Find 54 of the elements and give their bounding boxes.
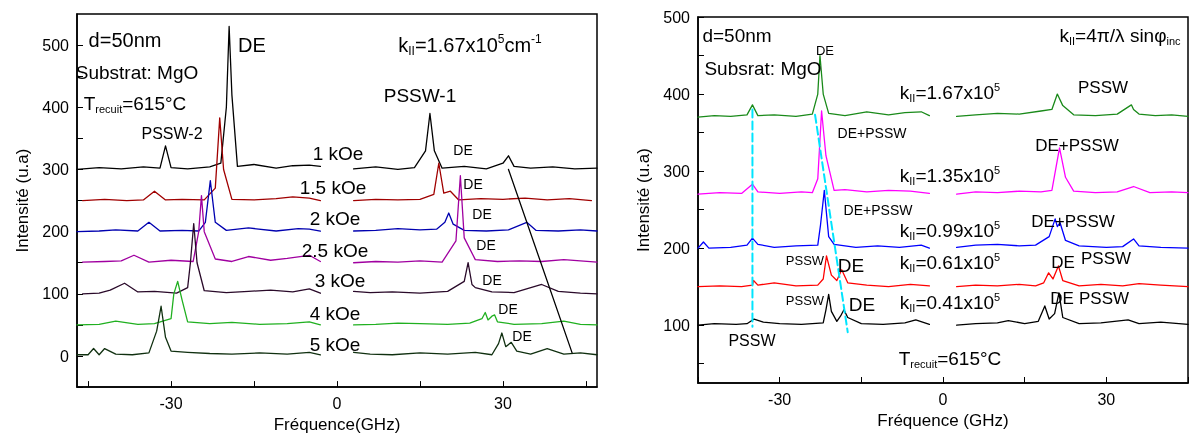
annotation: DE+PSSW	[1031, 211, 1115, 231]
x-tick-label: -30	[159, 394, 183, 412]
y-tick-label: 100	[663, 316, 691, 334]
annotation: PSSW	[1078, 288, 1130, 308]
x-tick-label: 30	[1097, 390, 1116, 408]
annotation: DE	[498, 301, 518, 317]
y-tick-label: 200	[42, 223, 70, 241]
annotation: PSSW-1	[383, 84, 457, 106]
annotation: DE+PSSW	[843, 202, 914, 218]
annotation: d=50nm	[702, 24, 772, 46]
y-tick-label: 500	[663, 8, 691, 26]
y-tick-label: 300	[663, 162, 691, 180]
annotation: DE	[238, 34, 266, 56]
annotation: PSSW	[728, 331, 777, 349]
x-tick-label: 0	[332, 394, 342, 412]
annotation: DE	[453, 142, 473, 158]
annotation: DE	[848, 293, 876, 315]
y-tick-label: 500	[42, 36, 70, 54]
annotation: DE	[815, 42, 835, 58]
annotation: DE+PSSW	[837, 125, 908, 141]
annotation: DE	[482, 272, 502, 288]
y-axis-title: Intensité (u.a)	[13, 148, 33, 253]
annotation: PSSW-2	[141, 124, 203, 142]
annotation: DE	[472, 206, 492, 222]
annotation: 1 kOe	[312, 142, 364, 164]
annotation: 3 kOe	[314, 269, 366, 291]
y-tick-label: 200	[663, 239, 691, 257]
y-axis-title: Intensité (u.a)	[634, 148, 654, 252]
y-tick-label: 400	[42, 98, 70, 116]
y-tick-label: 300	[42, 160, 70, 178]
x-axis-title: Fréquence(GHz)	[273, 415, 401, 434]
annotation: DE	[512, 328, 532, 344]
annotation: PSSW	[1080, 248, 1132, 268]
annotation: 2.5 kOe	[301, 239, 369, 261]
annotation: DE+PSSW	[1035, 135, 1119, 155]
annotation: PSSW	[1077, 77, 1129, 97]
annotation: DE	[837, 254, 865, 276]
annotation: 5 kOe	[309, 333, 361, 355]
x-axis-title: Fréquence (GHz)	[877, 410, 1009, 430]
annotation: 4 kOe	[309, 302, 361, 324]
annotation: d=50nm	[88, 29, 162, 51]
annotation: 1.5 kOe	[299, 176, 367, 198]
y-tick-label: 400	[663, 85, 691, 103]
x-tick-label: 30	[494, 394, 512, 412]
annotation: DE	[1051, 252, 1075, 272]
annotation: PSSW	[785, 252, 825, 268]
annotation: DE	[476, 237, 496, 253]
annotation: DE	[463, 176, 483, 192]
annotation: 2 kOe	[309, 207, 361, 229]
x-tick-label: -30	[768, 390, 792, 408]
y-tick-label: 0	[60, 347, 70, 365]
x-tick-label: 0	[938, 390, 948, 408]
y-tick-label: 100	[42, 285, 70, 303]
annotation: PSSW	[785, 292, 825, 308]
